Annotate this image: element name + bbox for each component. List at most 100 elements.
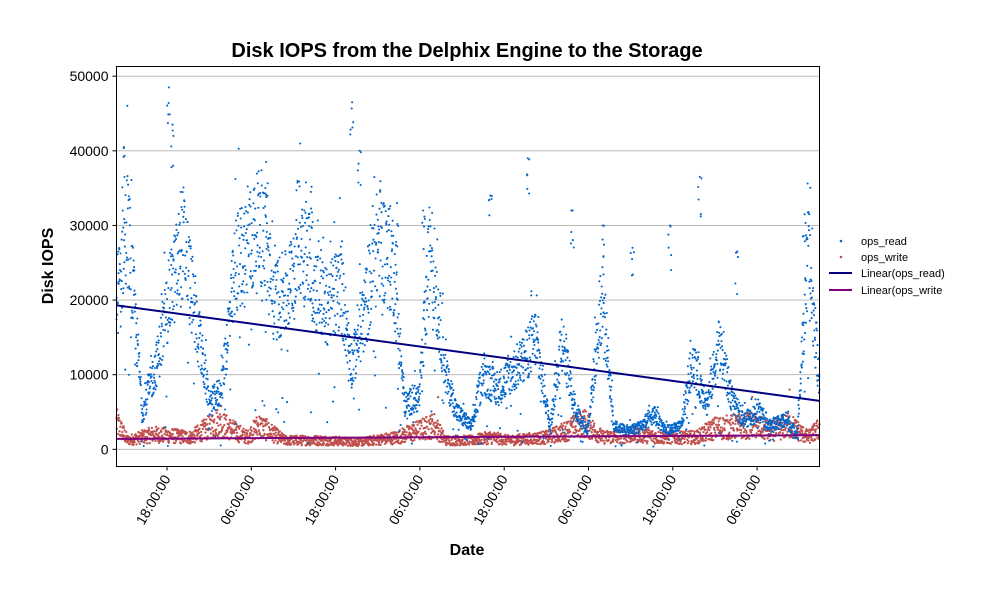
ops-read-point	[352, 353, 355, 356]
ops-write-point	[427, 428, 430, 431]
ops-read-point	[160, 293, 163, 296]
ops-read-point	[303, 252, 306, 256]
ops-read-point	[119, 325, 122, 328]
ops-write-point	[150, 434, 153, 437]
ops-read-point	[273, 244, 276, 247]
ops-write-point	[808, 431, 811, 434]
ops-read-point	[526, 367, 529, 370]
ops-read-point	[219, 404, 222, 407]
ops-write-points	[115, 388, 821, 448]
ops-read-point	[433, 227, 436, 230]
ops-read-point	[386, 256, 389, 259]
ops-read-point	[538, 349, 541, 352]
ops-write-point	[570, 421, 574, 424]
ops-read-point	[236, 308, 239, 312]
ops-write-point	[734, 422, 737, 426]
ops-read-point	[442, 354, 445, 357]
ops-write-point	[123, 429, 126, 432]
ops-read-point	[570, 377, 573, 380]
ops-write-point	[202, 418, 206, 421]
ops-write-point	[204, 431, 207, 434]
ops-read-point	[133, 266, 136, 269]
ops-write-point	[730, 417, 733, 420]
ops-read-point	[171, 255, 174, 258]
ops-read-point	[435, 270, 438, 274]
ops-read-point	[124, 274, 127, 277]
ops-read-point	[611, 409, 614, 412]
ops-read-point	[457, 428, 460, 431]
ops-read-point	[124, 193, 127, 197]
ops-write-point	[226, 429, 229, 433]
ops-read-point	[541, 385, 544, 388]
ops-read-point	[558, 397, 562, 400]
ops-read-point	[171, 273, 174, 276]
ops-read-point	[431, 328, 434, 331]
ops-read-point	[253, 219, 256, 222]
ops-read-point	[609, 389, 612, 392]
ops-read-point	[235, 423, 238, 426]
ops-read-point	[333, 287, 336, 290]
ops-read-point	[122, 292, 125, 295]
ops-read-point	[314, 299, 317, 302]
ops-read-point	[260, 184, 263, 187]
ops-read-point	[411, 384, 414, 387]
ops-read-point	[246, 185, 249, 188]
ops-write-point	[717, 423, 721, 427]
ops-read-point	[215, 401, 218, 404]
ops-read-point	[381, 265, 384, 268]
ops-read-point	[209, 394, 213, 397]
ops-write-point	[781, 432, 784, 435]
ops-write-point	[701, 437, 705, 440]
ops-read-point	[156, 348, 159, 351]
ops-read-point	[250, 221, 253, 225]
ops-read-point	[192, 318, 195, 321]
ops-read-point	[389, 283, 392, 286]
ops-read-point	[149, 366, 152, 369]
ops-write-point	[189, 439, 192, 442]
ops-read-point	[444, 353, 447, 356]
ops-read-point	[537, 341, 540, 344]
ops-read-point	[427, 278, 430, 281]
ops-read-point	[475, 398, 478, 401]
ops-read-point	[465, 413, 468, 416]
ops-read-point	[247, 224, 250, 227]
ops-read-point	[170, 248, 173, 251]
ops-read-point	[572, 390, 575, 393]
ops-read-point	[574, 402, 577, 405]
ops-read-point	[297, 286, 300, 289]
ops-read-point	[418, 383, 421, 386]
ops-read-point	[482, 382, 485, 385]
ops-read-point	[202, 374, 205, 377]
ops-read-point	[497, 404, 500, 407]
ops-write-point	[710, 432, 713, 435]
ops-read-point	[516, 343, 519, 346]
ops-write-point	[437, 426, 440, 430]
ops-read-point	[149, 354, 153, 357]
ops-read-point	[117, 250, 120, 253]
ops-read-point	[373, 176, 376, 179]
ops-read-point	[402, 387, 405, 390]
ops-read-point	[210, 399, 213, 402]
ops-read-point	[519, 343, 522, 347]
ops-read-point	[175, 303, 178, 306]
ops-write-point	[446, 442, 450, 445]
ops-write-point	[413, 438, 416, 442]
ops-write-point	[681, 432, 685, 435]
ops-write-point	[775, 432, 778, 435]
ops-read-point	[161, 313, 164, 316]
ops-read-point	[507, 376, 510, 379]
ops-read-point	[430, 247, 433, 250]
ops-write-point	[198, 427, 201, 430]
ops-read-point	[542, 379, 545, 382]
ops-read-point	[321, 269, 324, 272]
ops-read-point	[597, 322, 600, 325]
ops-read-point	[498, 370, 501, 374]
ops-write-point	[786, 430, 789, 433]
ops-read-point	[481, 394, 484, 397]
ops-read-point	[370, 295, 373, 298]
ops-read-point	[395, 339, 398, 343]
ops-read-point	[597, 338, 600, 341]
ops-read-point	[400, 361, 403, 364]
ops-read-point	[332, 300, 335, 303]
ops-read-point	[566, 371, 569, 375]
